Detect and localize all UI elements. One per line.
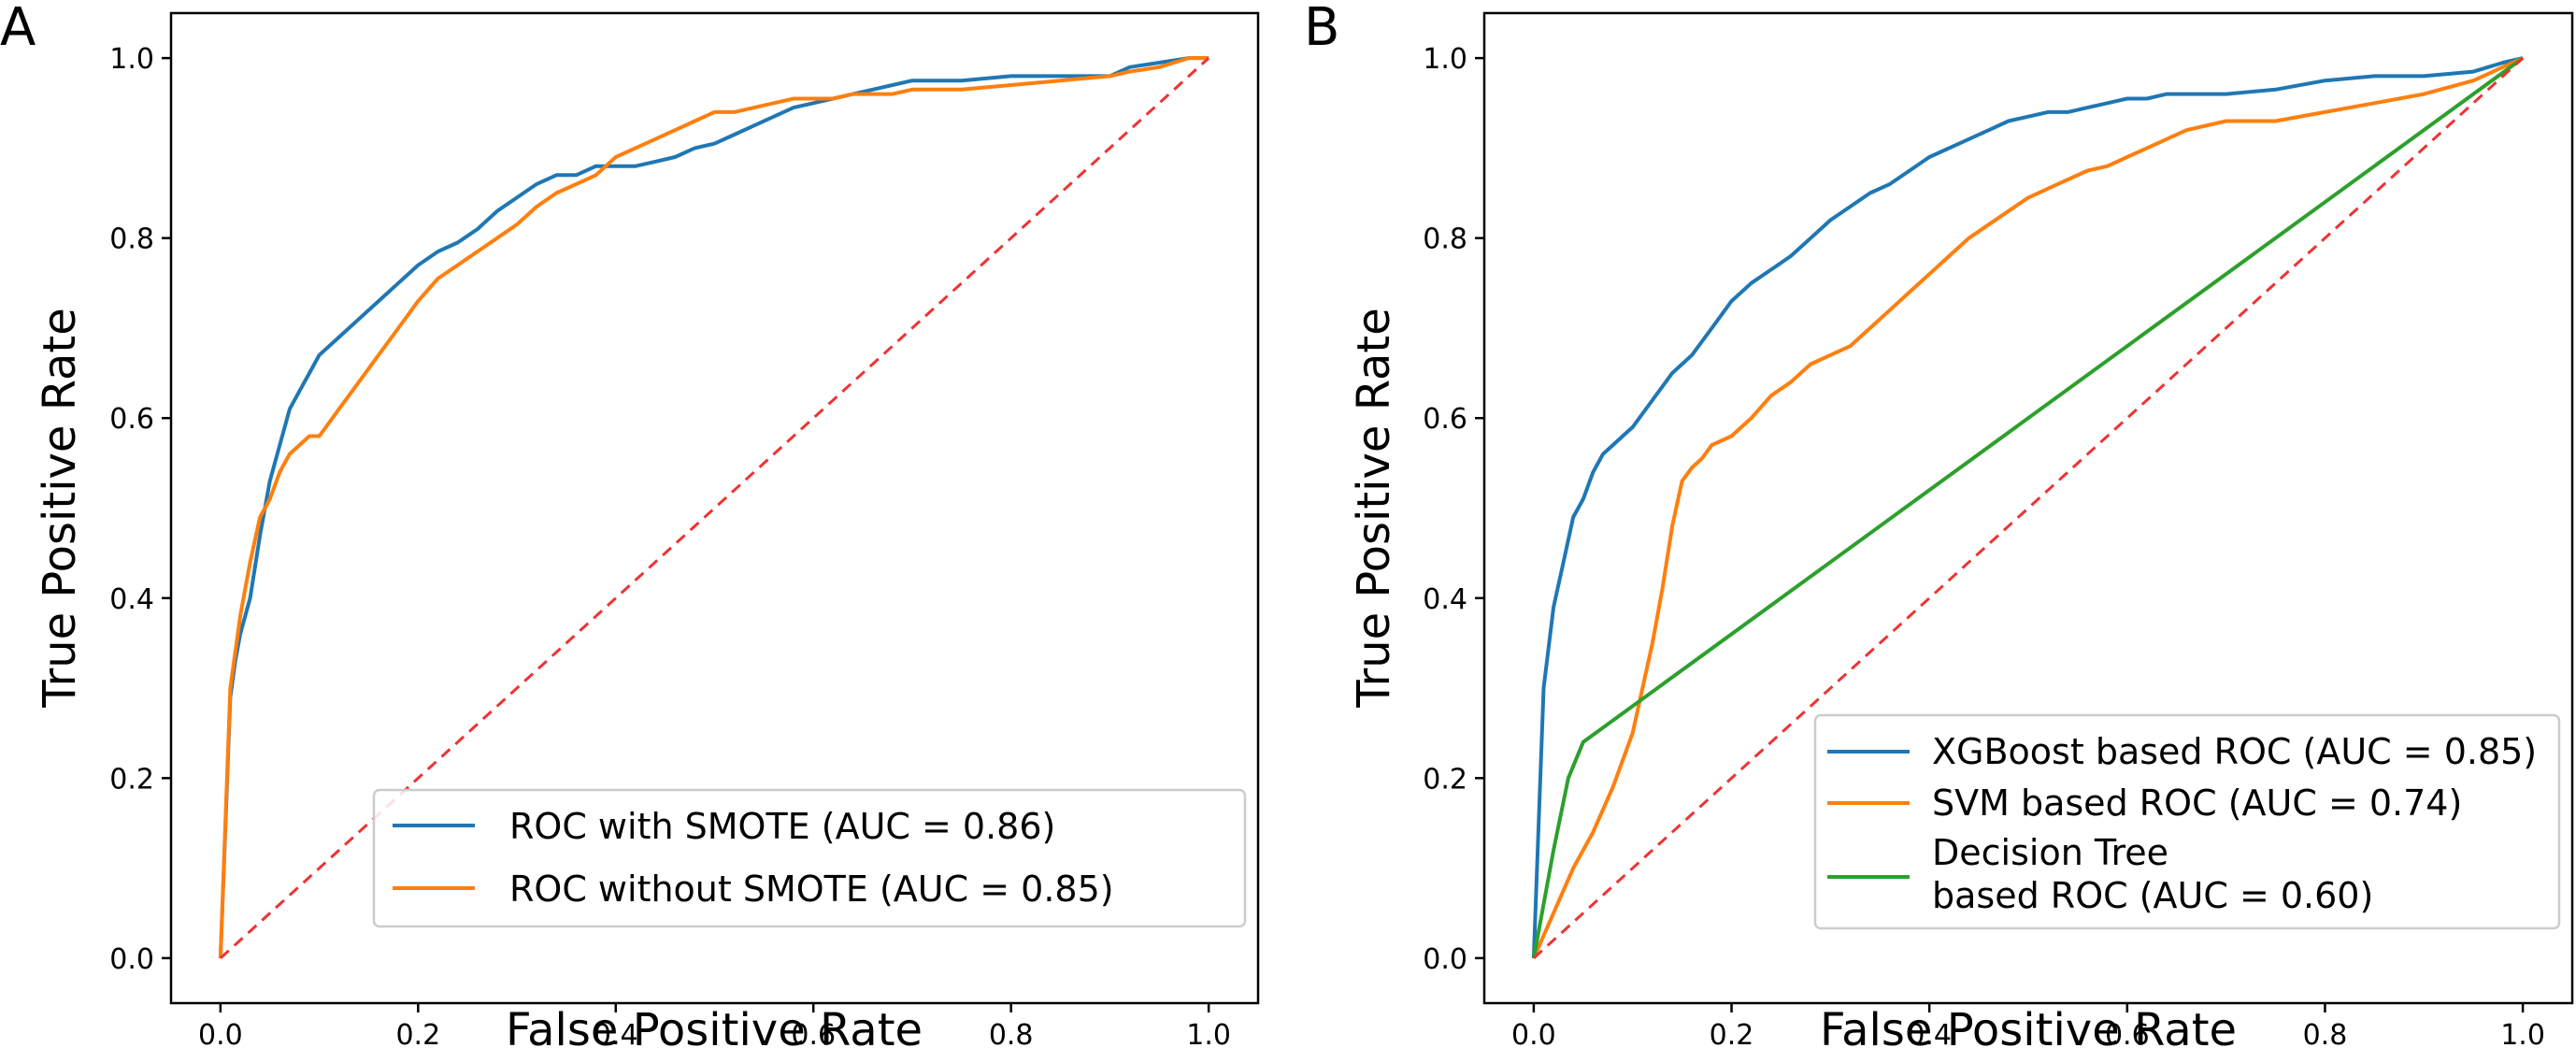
panel-a-x-axis-title: False Positive Rate — [506, 1004, 923, 1048]
panel-b-series-line-svm — [1532, 56, 2524, 959]
panel-a-x-tick-label: 0.6 — [791, 1019, 836, 1048]
panel-a-y-tick-label: 0.6 — [109, 403, 154, 436]
panel-a-legend-label: ROC without SMOTE (AUC = 0.85) — [509, 869, 1114, 910]
panel-b-y-ticks: 0.0 0.2 0.4 0.6 0.8 1.0 — [1423, 43, 1484, 976]
panel-a-y-tick-label: 0.8 — [109, 223, 154, 256]
panel-a-y-tick-label: 0.0 — [109, 943, 154, 976]
panel-a: A 0.0 0.2 0.4 0.6 0.8 1.0 0.0 0.2 0.4 — [0, 0, 1260, 1048]
panel-b-x-tick-label: 0.8 — [2303, 1019, 2348, 1048]
panel-a-chance-line — [219, 56, 1210, 960]
panel-b-y-axis-title: True Positive Rate — [1348, 308, 1400, 709]
panel-b-legend: XGBoost based ROC (AUC = 0.85) SVM based… — [1813, 713, 2561, 930]
panel-a-legend-label: ROC with SMOTE (AUC = 0.86) — [509, 806, 1055, 847]
panel-a-y-tick-label: 1.0 — [109, 43, 154, 76]
panel-b-label: B — [1304, 0, 1339, 58]
panel-a-y-tick-label: 0.4 — [109, 583, 154, 616]
panel-b-series-line-decision-tree — [1531, 56, 2525, 959]
panel-b-series-line-xgboost — [1531, 56, 2524, 958]
panel-a-series-line-with-smote — [218, 56, 1209, 958]
panel-b-x-tick-label: 0.0 — [1511, 1019, 1556, 1048]
panel-b-legend-label: based ROC (AUC = 0.60) — [1932, 875, 2373, 916]
panel-b-x-tick-label: 1.0 — [2500, 1019, 2545, 1048]
panel-b: B 0.0 0.2 0.4 0.6 0.8 1.0 0.0 0.2 0.4 — [1304, 0, 2574, 1048]
panel-a-x-tick-label: 0.8 — [989, 1019, 1034, 1048]
panel-b-y-tick-label: 0.4 — [1423, 583, 1467, 616]
panel-a-x-tick-label: 1.0 — [1186, 1019, 1231, 1048]
panel-a-plot-frame — [169, 11, 1260, 1005]
panel-b-x-tick-label: 0.4 — [1907, 1019, 1952, 1048]
panel-a-x-ticks: 0.0 0.2 0.4 0.6 0.8 1.0 — [198, 1003, 1231, 1048]
panel-a-legend: ROC with SMOTE (AUC = 0.86) ROC without … — [372, 788, 1247, 928]
panel-a-series-line-without-smote — [218, 56, 1209, 958]
panel-a-series — [218, 56, 1210, 960]
panel-b-y-tick-label: 0.0 — [1423, 943, 1467, 976]
panel-b-x-ticks: 0.0 0.2 0.4 0.6 0.8 1.0 — [1511, 1003, 2545, 1048]
panel-a-label: A — [0, 0, 36, 58]
panel-a-y-ticks: 0.0 0.2 0.4 0.6 0.8 1.0 — [109, 43, 171, 976]
panel-a-legend-box — [372, 788, 1247, 928]
panel-b-x-tick-label: 0.6 — [2105, 1019, 2150, 1048]
panel-a-x-tick-label: 0.4 — [594, 1019, 638, 1048]
panel-b-legend-label: XGBoost based ROC (AUC = 0.85) — [1932, 731, 2537, 772]
panel-b-y-tick-label: 0.6 — [1423, 403, 1467, 436]
panel-b-legend-label: SVM based ROC (AUC = 0.74) — [1932, 782, 2462, 824]
panel-b-x-axis-title: False Positive Rate — [1820, 1004, 2237, 1048]
panel-b-plot-frame — [1482, 11, 2574, 1005]
panel-b-legend-label: Decision Tree — [1932, 832, 2168, 873]
panel-b-y-tick-label: 1.0 — [1423, 43, 1467, 76]
panel-b-x-tick-label: 0.2 — [1710, 1019, 1754, 1048]
panel-a-x-tick-label: 0.2 — [395, 1019, 440, 1048]
panel-b-legend-box — [1813, 713, 2561, 930]
panel-b-y-tick-label: 0.2 — [1423, 763, 1467, 796]
panel-a-y-tick-label: 0.2 — [109, 763, 154, 796]
panel-b-y-tick-label: 0.8 — [1423, 223, 1467, 256]
panel-b-series — [1531, 56, 2525, 960]
panel-a-x-tick-label: 0.0 — [198, 1019, 243, 1048]
panel-a-y-axis-title: True Positive Rate — [34, 308, 86, 709]
